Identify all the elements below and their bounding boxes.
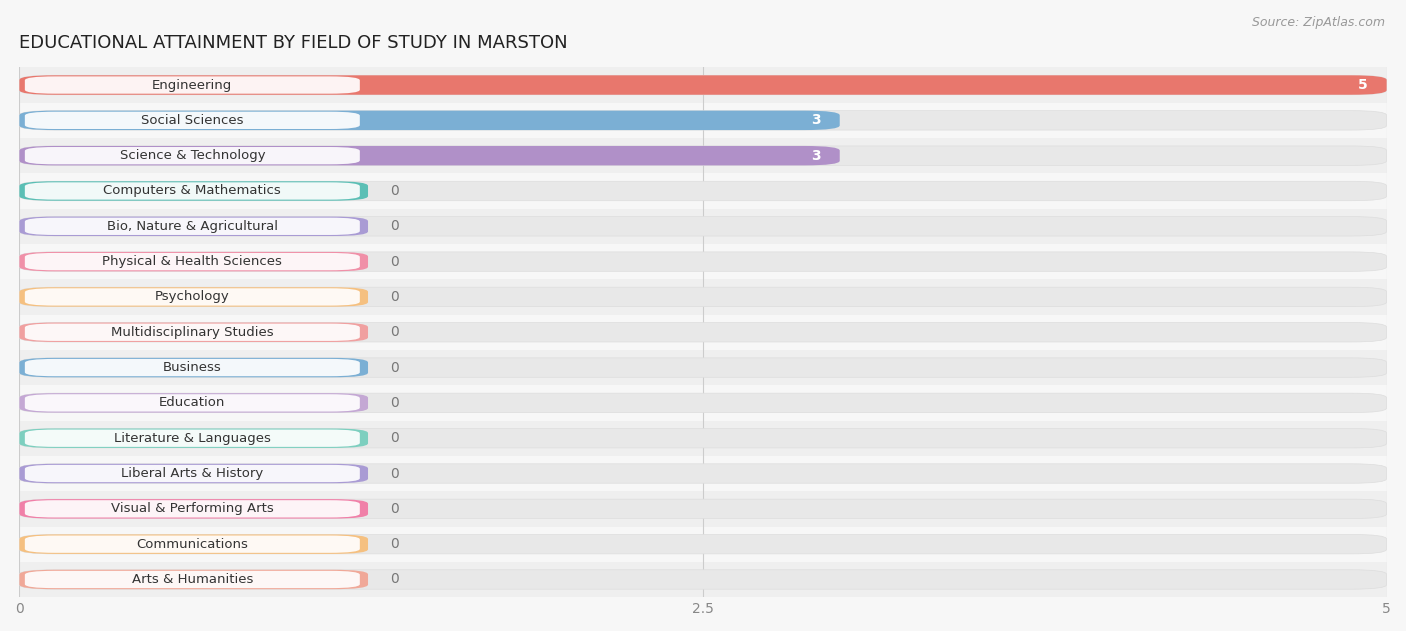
FancyBboxPatch shape — [20, 464, 1386, 483]
Bar — [0, 420, 1406, 456]
Text: Psychology: Psychology — [155, 290, 229, 304]
FancyBboxPatch shape — [25, 112, 360, 129]
Bar — [0, 491, 1406, 526]
FancyBboxPatch shape — [20, 287, 1386, 307]
FancyBboxPatch shape — [20, 464, 368, 483]
FancyBboxPatch shape — [25, 500, 360, 517]
FancyBboxPatch shape — [20, 181, 1386, 201]
Text: 3: 3 — [811, 149, 821, 163]
Text: 0: 0 — [389, 572, 399, 586]
Bar — [0, 209, 1406, 244]
Text: 0: 0 — [389, 325, 399, 339]
Text: Visual & Performing Arts: Visual & Performing Arts — [111, 502, 274, 516]
FancyBboxPatch shape — [20, 146, 839, 165]
Text: Source: ZipAtlas.com: Source: ZipAtlas.com — [1251, 16, 1385, 29]
FancyBboxPatch shape — [20, 216, 1386, 236]
FancyBboxPatch shape — [25, 536, 360, 553]
FancyBboxPatch shape — [20, 216, 368, 236]
Text: 0: 0 — [389, 220, 399, 233]
FancyBboxPatch shape — [25, 218, 360, 235]
Bar — [0, 562, 1406, 597]
Text: 0: 0 — [389, 396, 399, 410]
FancyBboxPatch shape — [20, 428, 368, 448]
Text: Liberal Arts & History: Liberal Arts & History — [121, 467, 263, 480]
Bar — [0, 138, 1406, 174]
FancyBboxPatch shape — [25, 288, 360, 305]
FancyBboxPatch shape — [20, 393, 1386, 413]
Text: Social Sciences: Social Sciences — [141, 114, 243, 127]
FancyBboxPatch shape — [20, 499, 1386, 519]
FancyBboxPatch shape — [25, 571, 360, 588]
FancyBboxPatch shape — [25, 76, 360, 93]
FancyBboxPatch shape — [20, 499, 368, 519]
Text: 0: 0 — [389, 537, 399, 551]
FancyBboxPatch shape — [20, 110, 839, 130]
Bar — [0, 174, 1406, 209]
Text: Business: Business — [163, 361, 222, 374]
Text: Literature & Languages: Literature & Languages — [114, 432, 271, 445]
Text: 0: 0 — [389, 290, 399, 304]
Text: 0: 0 — [389, 466, 399, 481]
FancyBboxPatch shape — [20, 75, 1386, 95]
Text: Science & Technology: Science & Technology — [120, 149, 266, 162]
Bar — [0, 526, 1406, 562]
Bar — [0, 280, 1406, 315]
Bar — [0, 386, 1406, 420]
Text: Engineering: Engineering — [152, 78, 232, 91]
Bar — [0, 350, 1406, 386]
FancyBboxPatch shape — [20, 570, 1386, 589]
FancyBboxPatch shape — [20, 534, 1386, 554]
Bar — [0, 315, 1406, 350]
FancyBboxPatch shape — [25, 324, 360, 341]
FancyBboxPatch shape — [20, 322, 1386, 342]
FancyBboxPatch shape — [20, 287, 368, 307]
FancyBboxPatch shape — [20, 322, 368, 342]
Text: Computers & Mathematics: Computers & Mathematics — [104, 184, 281, 198]
FancyBboxPatch shape — [20, 252, 368, 271]
Bar — [0, 68, 1406, 103]
Text: Arts & Humanities: Arts & Humanities — [132, 573, 253, 586]
FancyBboxPatch shape — [25, 465, 360, 482]
FancyBboxPatch shape — [20, 146, 1386, 165]
Text: Physical & Health Sciences: Physical & Health Sciences — [103, 255, 283, 268]
FancyBboxPatch shape — [25, 182, 360, 199]
Text: Education: Education — [159, 396, 225, 410]
FancyBboxPatch shape — [20, 252, 1386, 271]
Text: EDUCATIONAL ATTAINMENT BY FIELD OF STUDY IN MARSTON: EDUCATIONAL ATTAINMENT BY FIELD OF STUDY… — [20, 34, 568, 52]
FancyBboxPatch shape — [25, 359, 360, 376]
Bar — [0, 456, 1406, 491]
Bar — [0, 103, 1406, 138]
Text: 0: 0 — [389, 502, 399, 516]
Text: 5: 5 — [1358, 78, 1368, 92]
FancyBboxPatch shape — [20, 181, 368, 201]
FancyBboxPatch shape — [20, 358, 1386, 377]
Text: 0: 0 — [389, 360, 399, 375]
Text: 0: 0 — [389, 255, 399, 269]
FancyBboxPatch shape — [20, 393, 368, 413]
FancyBboxPatch shape — [25, 394, 360, 411]
FancyBboxPatch shape — [20, 110, 1386, 130]
Text: 0: 0 — [389, 184, 399, 198]
FancyBboxPatch shape — [25, 430, 360, 447]
FancyBboxPatch shape — [20, 358, 368, 377]
Text: 3: 3 — [811, 114, 821, 127]
Text: Multidisciplinary Studies: Multidisciplinary Studies — [111, 326, 274, 339]
Text: 0: 0 — [389, 431, 399, 445]
Text: Bio, Nature & Agricultural: Bio, Nature & Agricultural — [107, 220, 278, 233]
FancyBboxPatch shape — [20, 534, 368, 554]
FancyBboxPatch shape — [25, 253, 360, 270]
Text: Communications: Communications — [136, 538, 249, 551]
FancyBboxPatch shape — [20, 75, 1386, 95]
FancyBboxPatch shape — [20, 428, 1386, 448]
FancyBboxPatch shape — [20, 570, 368, 589]
Bar — [0, 244, 1406, 280]
FancyBboxPatch shape — [25, 147, 360, 164]
